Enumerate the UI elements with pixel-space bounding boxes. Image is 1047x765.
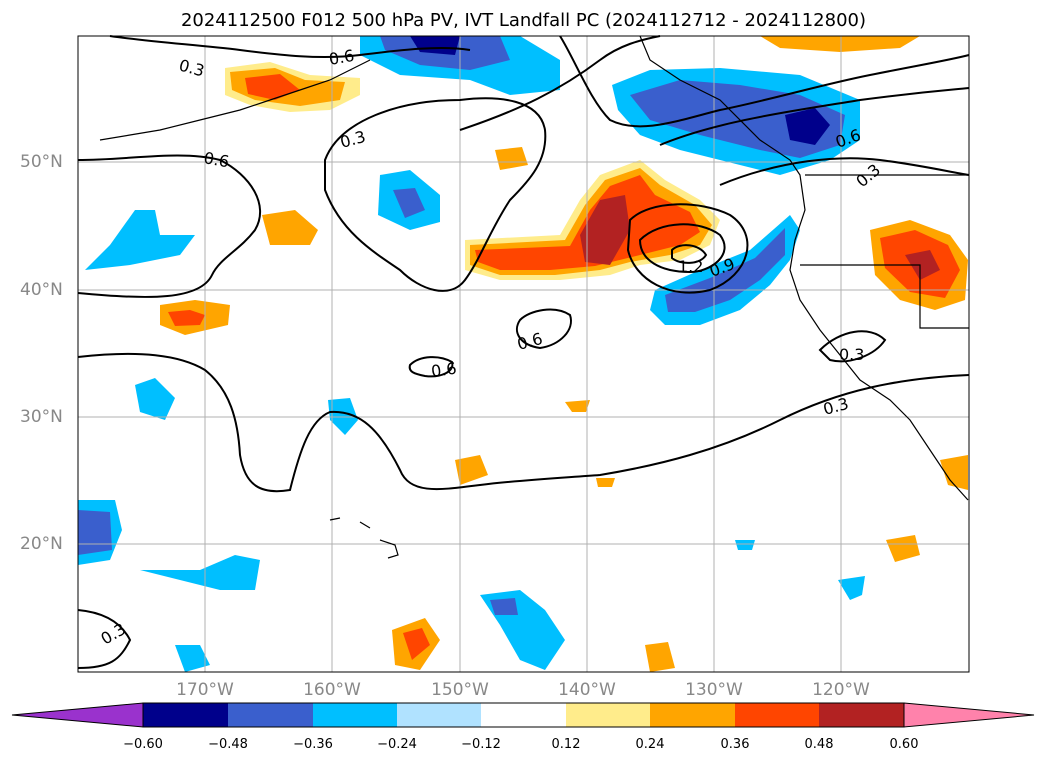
- contour-label: 0.6: [430, 359, 458, 381]
- negative-anomaly-patch: [838, 576, 865, 600]
- graticule: [78, 36, 969, 672]
- negative-anomaly-patch: [490, 598, 518, 615]
- colorbar-extend-low: [11, 702, 144, 728]
- contour-line: [515, 308, 572, 350]
- positive-anomaly-patch: [940, 455, 968, 490]
- colorbar-segment: [228, 703, 313, 727]
- contour-label: 1.2: [678, 257, 703, 276]
- map-frame: [77, 35, 970, 673]
- colorbar-tick: 0.36: [720, 737, 750, 752]
- negative-anomaly-patch: [735, 540, 755, 550]
- colorbar-tick: 0.24: [635, 737, 665, 752]
- positive-anomaly-patch: [596, 478, 615, 487]
- colorbar-tick: −0.24: [377, 737, 417, 752]
- positive-anomaly-patch: [495, 147, 528, 170]
- negative-anomaly-patch: [410, 36, 460, 55]
- colorbar-tick: 0.60: [889, 737, 919, 752]
- colorbar-segment: [566, 703, 650, 727]
- colorbar: [11, 702, 1035, 728]
- contour-line: [109, 35, 471, 59]
- north-america-coastline: [639, 35, 969, 501]
- aleutian-islands: [99, 59, 371, 141]
- state-borders: [800, 264, 969, 329]
- contour-line: [77, 352, 970, 493]
- lat-label: 30°N: [20, 407, 63, 427]
- colorbar-outline: [142, 702, 905, 728]
- lon-label: 120°W: [812, 680, 870, 700]
- colorbar-segment: [735, 703, 819, 727]
- contour-label: 0.3: [839, 345, 864, 364]
- contour-line: [408, 356, 454, 378]
- positive-anomaly-patch: [262, 210, 318, 245]
- colorbar-segment: [397, 703, 481, 727]
- negative-anomaly-patch: [140, 555, 260, 590]
- colorbar-tick: 0.12: [551, 737, 581, 752]
- coastlines: [99, 35, 969, 559]
- lon-label: 130°W: [685, 680, 743, 700]
- lon-label: 170°W: [176, 680, 234, 700]
- colorbar-tick: −0.60: [123, 737, 163, 752]
- contour-label: 0.6: [327, 46, 355, 69]
- colorbar-segment: [313, 703, 397, 727]
- negative-anomaly-patch: [135, 378, 175, 420]
- contour-line: [77, 609, 132, 669]
- negative-anomaly-patch: [393, 188, 425, 218]
- contour-line: [559, 35, 970, 128]
- contour-line: [77, 154, 261, 298]
- lat-label: 40°N: [20, 280, 63, 300]
- contour-line: [671, 244, 708, 264]
- colorbar-tick: −0.36: [293, 737, 333, 752]
- positive-anomaly-patch: [760, 36, 920, 52]
- contour-line: [638, 223, 726, 274]
- negative-anomaly-patch: [85, 210, 195, 270]
- positive-anomaly-patch: [403, 628, 430, 660]
- positive-anomaly-patch: [565, 400, 590, 412]
- contour-line: [324, 97, 547, 292]
- positive-anomaly-patch: [886, 535, 920, 562]
- positive-anomaly-patch: [245, 74, 300, 100]
- lon-label: 140°W: [558, 680, 616, 700]
- lon-label: 160°W: [303, 680, 361, 700]
- contour-label: 0.6: [202, 148, 230, 171]
- contour-line: [626, 203, 749, 294]
- colorbar-tick: −0.12: [461, 737, 501, 752]
- positive-anomaly-patch: [580, 195, 630, 265]
- negative-anomaly-patch: [785, 108, 830, 145]
- contour-line: [459, 35, 661, 131]
- positive-anomaly-patch: [168, 310, 205, 326]
- pv-contours: [77, 35, 970, 669]
- negative-anomaly-patch: [665, 228, 785, 312]
- colorbar-segment: [819, 703, 904, 727]
- colorbar-extend-high: [903, 702, 1035, 728]
- pv-shading: [78, 36, 968, 672]
- map-title: 2024112500 F012 500 hPa PV, IVT Landfall…: [180, 10, 867, 31]
- contour-line: [659, 87, 970, 146]
- lon-label: 150°W: [431, 680, 489, 700]
- positive-anomaly-patch: [455, 455, 488, 485]
- positive-anomaly-patch: [645, 642, 675, 672]
- lat-label: 50°N: [20, 152, 63, 172]
- hawaiian-islands: [329, 517, 399, 559]
- negative-anomaly-patch: [175, 645, 210, 672]
- colorbar-tick: 0.48: [804, 737, 834, 752]
- colorbar-segment: [143, 703, 228, 727]
- colorbar-segment: [650, 703, 735, 727]
- negative-anomaly-patch: [78, 510, 112, 555]
- positive-anomaly-patch: [905, 250, 940, 280]
- contour-line: [818, 330, 887, 363]
- contour-line: [719, 157, 970, 186]
- lat-label: 20°N: [20, 534, 63, 554]
- colorbar-tick: −0.48: [208, 737, 248, 752]
- colorbar-segment: [481, 703, 566, 727]
